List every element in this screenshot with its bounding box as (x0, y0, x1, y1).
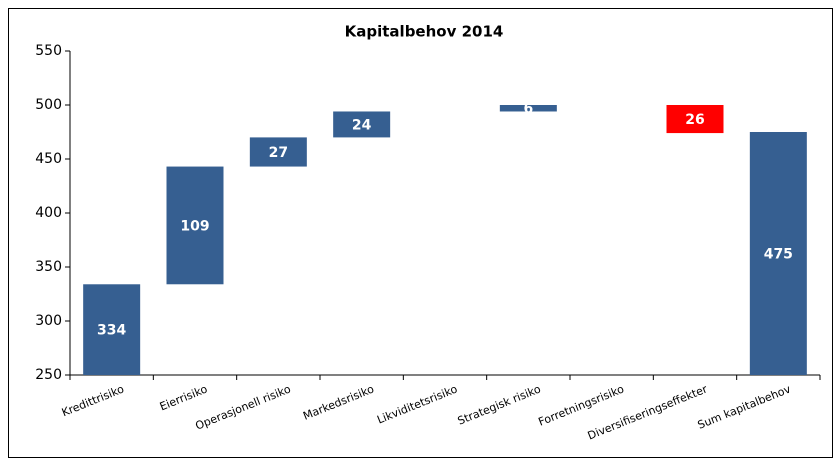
value-label: 334 (97, 323, 126, 339)
y-tick-label: 450 (35, 151, 62, 167)
value-label: 24 (352, 117, 372, 133)
bar (666, 105, 724, 134)
bar (499, 105, 557, 112)
bar (333, 111, 391, 138)
value-label: 26 (685, 112, 704, 128)
y-tick-label: 350 (35, 259, 62, 275)
value-label: 475 (764, 247, 793, 263)
value-label: 27 (269, 145, 288, 161)
y-tick-label: 500 (35, 97, 62, 113)
y-tick-label: 250 (35, 367, 62, 383)
y-tick-label: 550 (35, 43, 62, 59)
y-tick-label: 300 (35, 313, 62, 329)
value-label: 109 (180, 218, 209, 234)
chart-frame (8, 8, 833, 458)
y-tick-label: 400 (35, 205, 62, 221)
chart-title: Kapitalbehov 2014 (345, 23, 504, 41)
bar (83, 284, 141, 375)
value-label: 6 (523, 101, 533, 117)
bar (166, 166, 224, 285)
bar (749, 132, 807, 375)
bar (249, 137, 307, 167)
